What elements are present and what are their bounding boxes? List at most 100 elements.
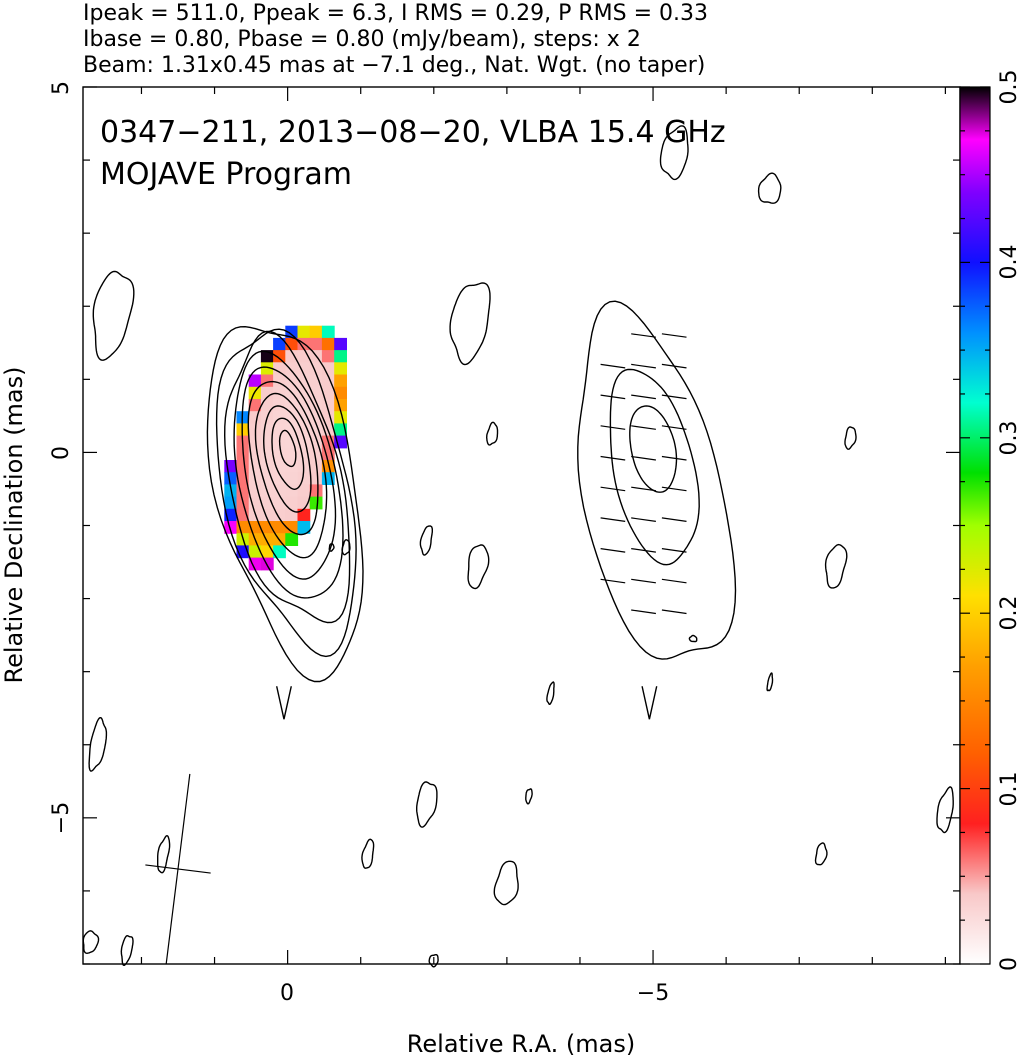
colorbar-tick-label-0.2: 0.2	[997, 596, 1021, 631]
intensity-contour	[233, 350, 344, 599]
noise-contour	[493, 860, 519, 906]
evpa-tick	[661, 486, 687, 492]
fracpol-pixel	[285, 533, 299, 546]
y-tick-label-0: 0	[49, 446, 74, 460]
fracpol-pixel	[297, 411, 311, 424]
colorbar-ticks	[960, 86, 990, 965]
polarized-contour	[577, 300, 737, 660]
noise-contour	[688, 634, 698, 643]
fracpol-pixel	[321, 350, 335, 363]
evpa-tick	[600, 394, 626, 400]
fracpol-pixel	[273, 337, 286, 351]
y-axis-label: Relative Declination (mas)	[0, 366, 28, 683]
noise-contour	[525, 788, 533, 805]
evpa-tick	[661, 455, 687, 461]
evpa-tick	[661, 517, 687, 522]
fracpol-pixel	[321, 399, 335, 412]
noise-contour	[449, 282, 491, 366]
intensity-contour	[215, 328, 357, 658]
evpa-tick	[600, 578, 626, 584]
y-tick-label-minus5: −5	[49, 802, 74, 834]
chart-subtitle: MOJAVE Program	[100, 157, 352, 192]
evpa-tick	[661, 609, 687, 615]
fracpol-pixel	[285, 374, 299, 388]
fracpol-pixel	[321, 337, 335, 351]
evpa-tick	[631, 578, 656, 584]
x-tick-label-0: 0	[280, 981, 294, 1006]
noise-contour	[486, 421, 499, 446]
fracpol-pixel	[285, 484, 299, 498]
fracpol-pixel	[236, 460, 250, 473]
fracpol-pixel	[273, 472, 286, 485]
noise-contour	[467, 544, 490, 590]
colorbar-tick-label-0.4: 0.4	[997, 245, 1021, 280]
fracpol-pixel	[273, 545, 286, 559]
evpa-tick	[631, 363, 656, 369]
colorbar-tick-label-0.5: 0.5	[997, 70, 1021, 105]
evpa-tick	[661, 578, 687, 584]
intensity-contour	[206, 325, 364, 683]
evpa-tick	[600, 548, 626, 553]
fracpol-pixel	[297, 386, 311, 400]
noise-contour	[82, 930, 100, 955]
evpa-tick	[631, 455, 656, 461]
intensity-contour	[223, 330, 351, 624]
evpa-tick	[631, 548, 656, 553]
fracpol-pixel	[334, 350, 347, 363]
evpa-tick	[661, 425, 687, 430]
fracpol-pixel	[297, 362, 311, 376]
chart-title: 0347−211, 2013−08−20, VLBA 15.4 GHz	[100, 115, 726, 150]
intensity-contour	[278, 429, 297, 468]
fracpol-pixel	[309, 447, 323, 461]
intensity-contour	[247, 380, 328, 559]
fracpol-pixel	[248, 399, 262, 412]
fracpol-pixel	[297, 496, 311, 510]
colorbar-tick-label-0: 0	[997, 957, 1021, 971]
fracpol-pixel	[273, 423, 286, 437]
noise-contour	[824, 543, 848, 589]
evpa-tick	[631, 425, 656, 430]
fracpol-pixel	[309, 496, 323, 510]
fracpol-pixel	[297, 325, 311, 339]
fracpol-pixel	[321, 362, 335, 376]
fracpol-pixel	[224, 472, 238, 485]
fracpol-pixel	[248, 496, 262, 510]
fracpol-pixel	[248, 374, 262, 388]
fracpol-pixel	[260, 399, 274, 412]
fracpol-pixel	[334, 374, 347, 388]
evpa-tick	[661, 363, 687, 369]
fracpol-pixel	[273, 399, 286, 412]
fracpol-pixel	[309, 484, 323, 498]
evpa-tick	[600, 517, 626, 522]
intensity-contour	[241, 366, 337, 580]
fracpol-pixel	[321, 325, 335, 339]
fracpol-pixel	[309, 472, 323, 485]
intensity-contours	[206, 300, 737, 720]
intensity-contour-tail	[275, 686, 292, 720]
fracpol-pixel	[260, 533, 274, 546]
noise-contour	[157, 834, 171, 874]
noise-contours	[82, 125, 954, 968]
header-line-2: Ibase = 0.80, Pbase = 0.80 (mJy/beam), s…	[83, 27, 641, 52]
fracpol-pixel	[236, 521, 250, 534]
y-tick-label-5: 5	[49, 81, 74, 95]
intensity-contour	[262, 405, 312, 513]
fracpol-pixel	[334, 399, 347, 412]
evpa-tick	[600, 363, 626, 369]
fracpol-pixel	[309, 374, 323, 388]
fracpol-pixel	[285, 472, 299, 485]
noise-contour	[936, 786, 954, 834]
fracpol-pixel	[224, 521, 238, 534]
noise-contour	[120, 934, 134, 966]
fracpol-pixel	[297, 435, 311, 449]
beam-minor-axis	[145, 864, 211, 874]
fracpol-pixel	[260, 362, 274, 376]
fracpol-pixel	[260, 386, 274, 400]
evpa-tick	[631, 517, 656, 522]
fracpol-pixel	[285, 362, 299, 376]
fracpol-pixel	[285, 325, 299, 339]
evpa-tick	[631, 486, 656, 492]
evpa-tick	[600, 425, 626, 430]
noise-contour	[766, 672, 774, 692]
